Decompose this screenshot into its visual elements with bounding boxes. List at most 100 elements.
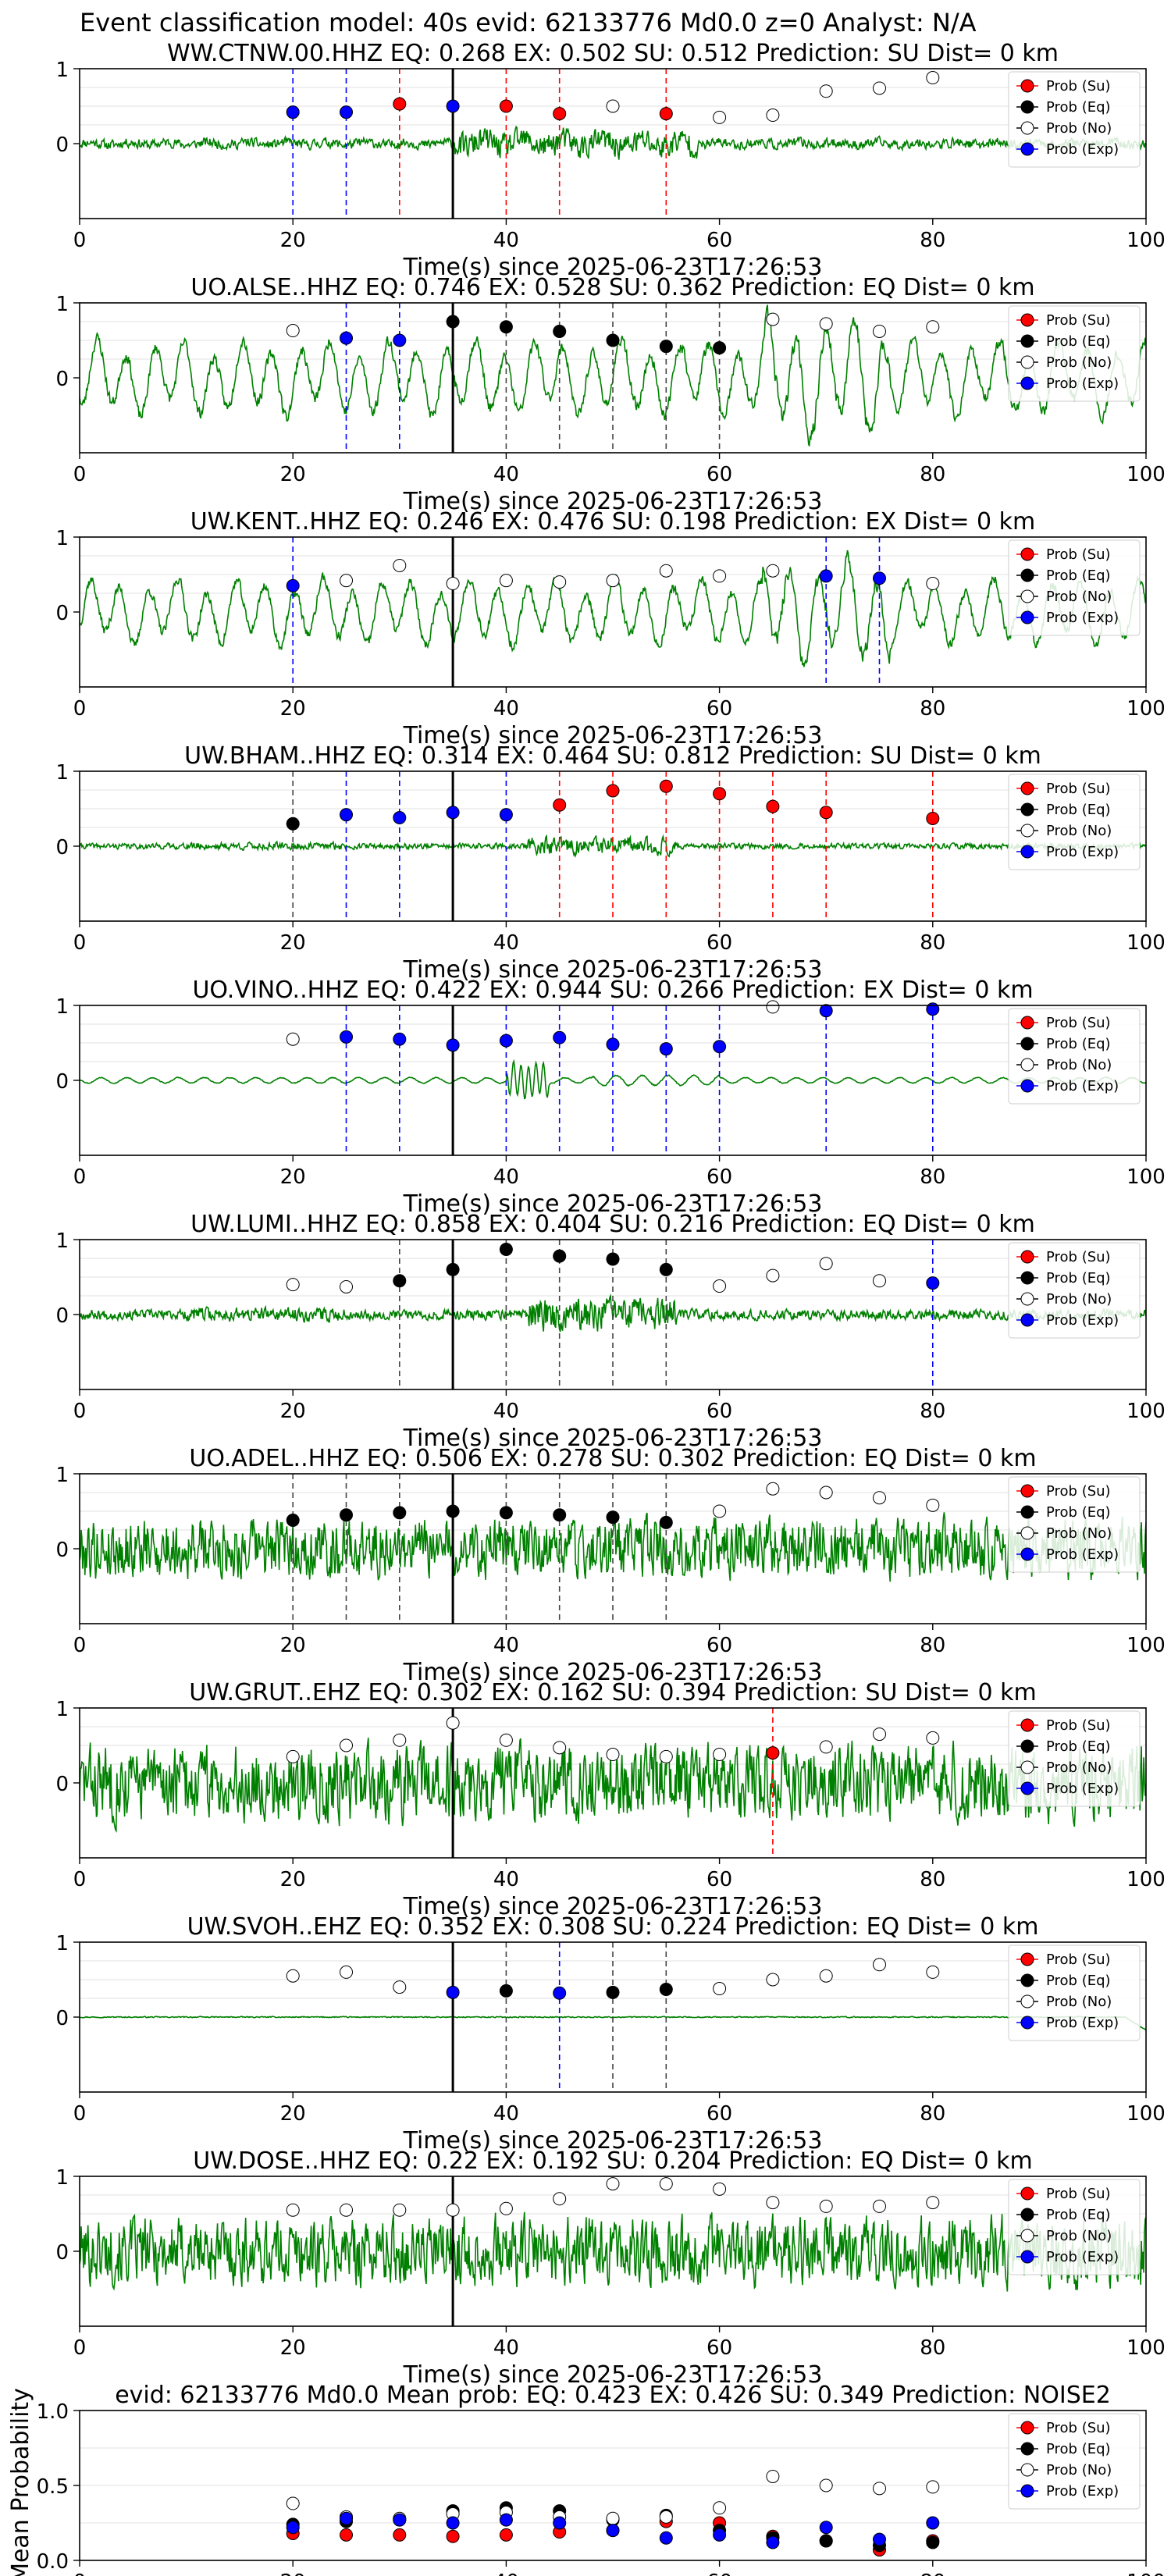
- prob-point-eq: [499, 1242, 513, 1256]
- prob-point-no: [713, 1982, 727, 1996]
- y-tick-label: 0: [55, 1070, 69, 1094]
- y-tick-label: 0.0: [37, 2550, 69, 2574]
- panel-title: UO.ADEL..HHZ EQ: 0.506 EX: 0.278 SU: 0.3…: [189, 1445, 1036, 1472]
- x-tick-label: 60: [707, 1165, 732, 1189]
- prob-point-no: [766, 312, 780, 326]
- x-tick-label: 20: [280, 229, 306, 252]
- mean-point-exp: [499, 2513, 513, 2527]
- y-tick-label: 1: [55, 1932, 69, 1955]
- prob-point-su: [819, 806, 833, 820]
- prob-point-exp: [499, 808, 513, 822]
- prob-point-no: [393, 1733, 407, 1747]
- y-tick-label: 1: [55, 1464, 69, 1487]
- prob-point-no: [873, 324, 886, 338]
- x-tick-label: 40: [493, 931, 519, 955]
- waveform-trace: [80, 1059, 1146, 1100]
- legend-label-su: Prob (Su): [1046, 1483, 1111, 1500]
- y-tick-label: 1: [55, 1698, 69, 1721]
- x-tick-label: 60: [707, 1868, 732, 1891]
- prob-point-eq: [659, 1982, 673, 1996]
- x-tick-label: 80: [920, 2102, 945, 2126]
- waveform-trace: [80, 125, 1146, 160]
- prob-point-exp: [873, 571, 886, 585]
- prob-point-eq: [553, 1508, 567, 1522]
- prob-point-exp: [446, 1985, 460, 1999]
- prob-point-no: [766, 1268, 780, 1283]
- legend-label-su: Prob (Su): [1046, 1015, 1111, 1031]
- prob-point-eq: [446, 1262, 460, 1276]
- prob-point-eq: [286, 1514, 300, 1528]
- legend-marker-no: [1020, 2229, 1034, 2243]
- prob-point-exp: [819, 569, 833, 583]
- prob-point-eq: [499, 1984, 513, 1998]
- legend-frame: [1008, 1008, 1141, 1105]
- mean-point-exp: [340, 2511, 353, 2525]
- x-tick-label: 60: [707, 1634, 732, 1657]
- x-tick-label: 80: [920, 2571, 945, 2576]
- legend-marker-exp: [1020, 2250, 1034, 2264]
- legend-marker-su: [1020, 79, 1034, 93]
- y-tick-label: 0: [55, 1304, 69, 1328]
- mean-point-eq: [819, 2534, 833, 2548]
- x-tick-label: 60: [707, 463, 732, 486]
- x-axis-label: Time(s) since 2025-06-23T17:26:53: [403, 254, 823, 281]
- prob-point-exp: [393, 811, 407, 825]
- legend-marker-eq: [1020, 100, 1034, 114]
- x-tick-label: 0: [73, 2571, 87, 2576]
- x-tick-label: 100: [1127, 1165, 1166, 1189]
- legend-marker-su: [1020, 547, 1034, 561]
- x-tick-label: 0: [73, 697, 87, 720]
- prob-point-exp: [393, 1032, 407, 1046]
- legend-marker-eq: [1020, 802, 1034, 817]
- prob-point-no: [926, 1731, 940, 1745]
- prob-point-no: [606, 574, 620, 588]
- mean-point-exp: [446, 2516, 460, 2530]
- y-tick-label: 1: [55, 761, 69, 785]
- prob-point-no: [819, 1257, 833, 1271]
- x-tick-label: 80: [920, 463, 945, 486]
- panel-3: UW.BHAM..HHZ EQ: 0.314 EX: 0.464 SU: 0.8…: [55, 742, 1165, 984]
- legend-marker-no: [1020, 1292, 1034, 1306]
- prob-point-no: [659, 564, 673, 578]
- legend-marker-exp: [1020, 845, 1034, 859]
- prob-point-exp: [819, 1004, 833, 1018]
- prob-point-no: [873, 1274, 886, 1288]
- prob-point-no: [713, 1279, 727, 1293]
- prob-point-no: [926, 577, 940, 591]
- x-tick-label: 80: [920, 1400, 945, 1423]
- x-axis-label: Time(s) since 2025-06-23T17:26:53: [403, 1893, 823, 1920]
- x-tick-label: 0: [73, 229, 87, 252]
- legend-marker-eq: [1020, 1037, 1034, 1051]
- x-tick-label: 60: [707, 2571, 732, 2576]
- x-tick-label: 80: [920, 2336, 945, 2360]
- prob-point-su: [659, 779, 673, 793]
- legend-frame: [1008, 2179, 1141, 2275]
- legend-label-no: Prob (No): [1046, 354, 1112, 371]
- legend-marker-su: [1020, 2421, 1034, 2435]
- prob-point-no: [340, 1738, 353, 1752]
- mean-point-exp: [926, 2516, 940, 2530]
- panel-2: UW.KENT..HHZ EQ: 0.246 EX: 0.476 SU: 0.1…: [55, 508, 1165, 749]
- prob-point-no: [659, 1749, 673, 1763]
- y-tick-label: 0: [55, 133, 69, 157]
- y-axis-label: Mean Probability: [7, 2388, 34, 2576]
- legend-marker-no: [1020, 824, 1034, 838]
- legend-marker-eq: [1020, 1973, 1034, 1987]
- mean-point-no: [659, 2510, 673, 2524]
- panel-4: UO.VINO..HHZ EQ: 0.422 EX: 0.944 SU: 0.2…: [55, 977, 1165, 1218]
- legend-marker-su: [1020, 1016, 1034, 1030]
- mean-point-exp: [713, 2528, 727, 2542]
- legend-marker-no: [1020, 1526, 1034, 1540]
- legend-marker-no: [1020, 355, 1034, 369]
- mean-point-exp: [393, 2513, 407, 2527]
- x-tick-label: 0: [73, 1868, 87, 1891]
- legend-frame: [1008, 774, 1141, 870]
- legend-frame: [1008, 1476, 1141, 1573]
- x-tick-label: 100: [1127, 463, 1166, 486]
- panel-title: WW.CTNW.00.HHZ EQ: 0.268 EX: 0.502 SU: 0…: [167, 40, 1059, 67]
- x-axis-label: Time(s) since 2025-06-23T17:26:53: [403, 1659, 823, 1686]
- panel-title: UW.KENT..HHZ EQ: 0.246 EX: 0.476 SU: 0.1…: [190, 508, 1036, 535]
- x-tick-label: 20: [280, 1400, 306, 1423]
- legend-label-su: Prob (Su): [1046, 781, 1111, 797]
- mean-point-no: [819, 2478, 833, 2492]
